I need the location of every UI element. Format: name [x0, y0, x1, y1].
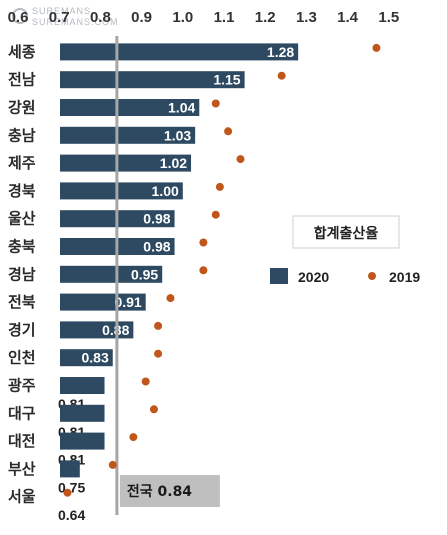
national-reference-label: 전국 0.84: [127, 483, 192, 500]
legend-swatch-2020: [270, 268, 288, 284]
bar-value-label: 0.83: [82, 350, 109, 366]
category-label: 경북: [8, 182, 36, 200]
dot-2019: [149, 405, 158, 414]
dot-2019: [215, 182, 224, 191]
dot-2019: [199, 266, 208, 275]
category-label: 세종: [8, 43, 36, 61]
category-label: 서울: [8, 488, 36, 506]
dot-2019: [211, 210, 220, 219]
category-label: 전북: [8, 293, 36, 311]
dot-2019: [166, 294, 175, 303]
dot-series-2019: [63, 43, 381, 497]
legend-title-box: [292, 215, 400, 249]
category-label: 부산: [8, 460, 36, 478]
dot-2019: [154, 321, 163, 330]
bar-series-2020: 1.28 1.15 1.04 1.03 1.02 1.00 0.98 0.98 0.95 0.91…: [58, 43, 299, 523]
x-tick-label: 1.0: [172, 9, 193, 26]
bar-2020: [60, 265, 163, 283]
x-tick-label: 1.2: [255, 9, 276, 26]
x-tick-label: 1.3: [296, 9, 317, 26]
legend-title: 합계출산율: [314, 225, 379, 242]
watermark-logo-icon: [12, 8, 28, 24]
x-tick-label: 1.5: [378, 9, 399, 26]
bar-value-label: 0.98: [143, 239, 170, 255]
bar-2020: [60, 43, 299, 61]
x-tick-label: 1.1: [214, 9, 235, 26]
watermark-logo: SUREMANS SUREMANS.COM: [12, 6, 119, 27]
dot-2019: [277, 71, 286, 80]
bar-2020: [60, 154, 192, 172]
dot-2019: [199, 238, 208, 247]
legend-label-2019: 2019: [389, 269, 420, 285]
bar-2020: [60, 404, 105, 422]
bar-value-label: 1.28: [267, 44, 294, 60]
bar-2020: [60, 349, 113, 367]
bar-value-label: 0.91: [114, 294, 141, 310]
bar-value-label: 1.04: [168, 100, 195, 116]
x-tick-label: 1.4: [337, 9, 359, 26]
bar-value-label: 1.02: [160, 155, 187, 171]
legend-swatch-2019: [368, 272, 376, 280]
dot-2019: [211, 99, 220, 108]
x-tick-label: 0.8: [90, 9, 111, 26]
category-label: 충남: [8, 126, 36, 144]
bar-2020: [60, 293, 146, 311]
category-label: 대구: [8, 404, 36, 422]
watermark-subtext: SUREMANS.COM: [32, 17, 119, 27]
x-tick-label: 0.6: [8, 9, 29, 26]
x-axis: 0.6 0.7 0.8 0.9 1.0 1.1 1.2 1.3 1.4 1.5: [8, 9, 400, 26]
bar-value-label: 0.64: [58, 507, 85, 523]
watermark-text: SUREMANS: [32, 6, 91, 16]
bar-2020: [60, 460, 80, 478]
category-label: 인천: [8, 349, 36, 367]
bar-value-label: 0.95: [131, 266, 158, 282]
category-label: 경남: [8, 265, 36, 283]
dot-2019: [141, 377, 150, 386]
bar-value-label: 1.03: [164, 127, 191, 143]
dot-2019: [372, 43, 381, 52]
national-reference: 전국 0.84: [115, 36, 220, 515]
bar-value-label: 0.98: [143, 211, 170, 227]
bar-2020: [60, 99, 200, 116]
bar-2020: [60, 432, 105, 450]
category-label: 경기: [8, 321, 36, 339]
bar-2020: [60, 377, 105, 394]
bar-value-label: 0.75: [58, 479, 85, 495]
category-label: 강원: [8, 99, 36, 117]
category-label: 대전: [8, 432, 36, 450]
bar-2020: [60, 321, 134, 339]
category-label: 전남: [8, 71, 36, 89]
bar-2020: [60, 182, 183, 200]
dot-2019: [224, 127, 233, 136]
bar-value-label: 1.15: [213, 72, 240, 88]
legend: 합계출산율 2020 2019: [270, 215, 420, 285]
dot-2019: [129, 433, 138, 442]
category-label: 충북: [8, 238, 36, 256]
x-tick-label: 0.7: [49, 9, 70, 26]
bar-2020: [60, 126, 196, 144]
dot-2019: [236, 155, 245, 164]
x-tick-label: 0.9: [131, 9, 152, 26]
category-label: 광주: [8, 377, 36, 395]
legend-label-2020: 2020: [298, 269, 329, 285]
national-reference-box: [119, 475, 220, 507]
category-label: 제주: [8, 154, 36, 172]
category-label: 울산: [8, 210, 36, 228]
dot-2019: [154, 349, 163, 358]
bar-2020: [60, 71, 245, 89]
dot-2019: [63, 488, 72, 497]
dot-2019: [108, 460, 117, 469]
bar-value-label: 1.00: [152, 183, 179, 199]
